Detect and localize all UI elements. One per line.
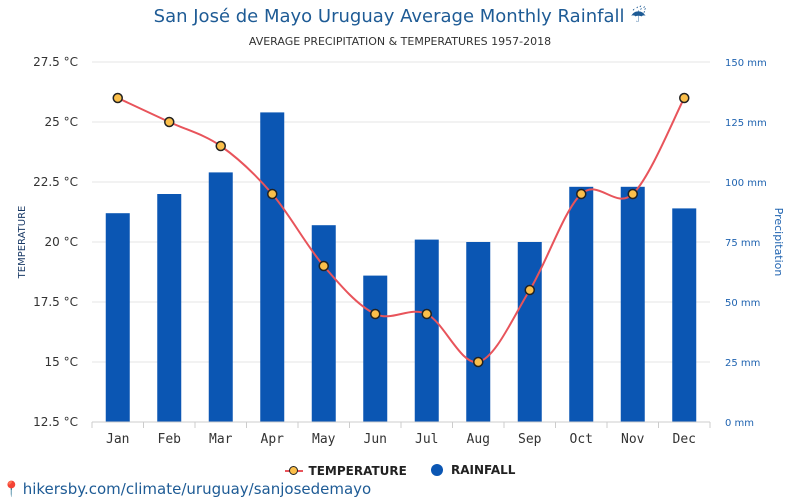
source-url: hikersby.com/climate/uruguay/sanjosedema…: [22, 480, 372, 498]
temperature-line-icon: [284, 466, 303, 476]
x-tick-label: Sep: [518, 432, 542, 447]
temperature-point: [473, 356, 484, 368]
x-tick-label: Oct: [570, 432, 593, 447]
x-tick-label: Feb: [158, 432, 182, 447]
rainfall-bar: [105, 213, 130, 422]
legend-label-temperature: TEMPERATURE: [308, 464, 407, 478]
x-tick-label: Jun: [364, 432, 387, 447]
x-tick-label: May: [312, 432, 336, 447]
temperature-point: [627, 188, 638, 200]
temperature-point: [215, 140, 226, 152]
y-tick-label-right: 50 mm: [725, 298, 760, 309]
chart-legend: TEMPERATURE RAINFALL: [0, 463, 800, 479]
y-tick-label-right: 150 mm: [725, 58, 767, 69]
x-tick-label: Dec: [673, 432, 696, 447]
temperature-point: [679, 92, 690, 104]
y-axis-label-right: Precipitation: [772, 208, 785, 277]
x-tick-label: Jan: [106, 432, 129, 447]
y-tick-label-left: 22.5 °C: [33, 175, 78, 189]
y-tick-label-right: 125 mm: [725, 118, 767, 129]
temperature-point: [370, 308, 381, 320]
rainfall-bar: [569, 186, 594, 422]
rainfall-bar: [620, 186, 645, 422]
rainfall-bar: [363, 275, 388, 422]
x-tick-label: Apr: [261, 432, 285, 447]
rainfall-bar: [414, 239, 439, 422]
y-tick-label-left: 27.5 °C: [33, 55, 78, 69]
y-tick-label-right: 25 mm: [725, 358, 760, 369]
temperature-point: [318, 260, 329, 272]
temperature-point: [576, 188, 587, 200]
x-tick-label: Mar: [209, 432, 233, 447]
y-tick-label-left: 17.5 °C: [33, 295, 78, 309]
y-tick-label-left: 25 °C: [45, 115, 78, 129]
temperature-point: [524, 284, 535, 296]
y-tick-label-left: 20 °C: [45, 235, 78, 249]
chart-title: San José de Mayo Uruguay Average Monthly…: [153, 6, 647, 27]
y-tick-label-right: 100 mm: [725, 178, 767, 189]
legend-item-temperature[interactable]: TEMPERATURE: [284, 464, 407, 478]
rainfall-bar: [672, 208, 697, 422]
x-tick-label: Jul: [415, 432, 438, 447]
x-tick-label: Aug: [467, 432, 490, 447]
temperature-line: [117, 97, 686, 364]
x-tick-label: Nov: [621, 432, 645, 447]
y-tick-label-right: 75 mm: [725, 238, 760, 249]
temperature-point: [421, 308, 432, 320]
location-pin-icon: 📍: [2, 480, 21, 498]
source-link[interactable]: 📍 hikersby.com/climate/uruguay/sanjosedem…: [2, 480, 371, 498]
y-axis-label-left: TEMPERATURE: [17, 206, 28, 280]
temperature-point: [267, 188, 278, 200]
rainfall-bar: [260, 112, 285, 423]
rainfall-bar: [157, 194, 182, 422]
chart-subtitle: AVERAGE PRECIPITATION & TEMPERATURES 195…: [248, 35, 552, 48]
rainfall-bar: [466, 242, 491, 422]
rainfall-bar: [311, 225, 336, 422]
legend-item-rainfall[interactable]: RAINFALL: [431, 463, 515, 477]
temperature-point: [112, 92, 123, 104]
y-tick-label-left: 12.5 °C: [33, 415, 78, 429]
rainfall-dot-icon: [431, 464, 444, 476]
legend-label-rainfall: RAINFALL: [451, 463, 516, 477]
rainfall-bar: [517, 242, 542, 422]
y-tick-label-right: 0 mm: [725, 418, 754, 429]
rainfall-bar: [208, 172, 233, 422]
y-tick-label-left: 15 °C: [45, 355, 78, 369]
temperature-point: [164, 116, 175, 128]
